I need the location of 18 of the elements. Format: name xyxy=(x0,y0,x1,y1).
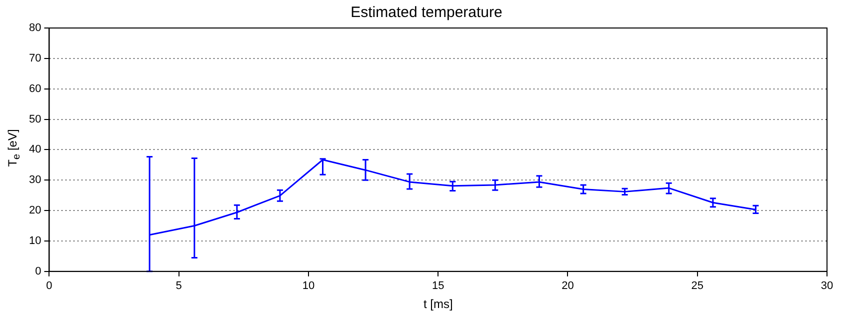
x-tick-label: 0 xyxy=(46,280,52,292)
x-tick-label: 20 xyxy=(562,280,574,292)
y-tick-label: 70 xyxy=(28,52,42,64)
x-tick-label: 10 xyxy=(302,280,315,292)
x-tick-label: 30 xyxy=(820,280,834,292)
x-axis-title: t [ms] xyxy=(423,297,453,312)
y-tick-label: 10 xyxy=(28,235,42,248)
y-tick-label: 30 xyxy=(28,174,42,186)
x-tick-label: 25 xyxy=(691,280,704,292)
y-tick-label: 40 xyxy=(28,144,42,156)
y-tick-label: 50 xyxy=(28,113,42,126)
chart-title: Estimated temperature xyxy=(350,4,502,22)
x-tick-label: 5 xyxy=(176,280,182,292)
y-tick-label: 80 xyxy=(28,22,42,34)
x-tick-label: 15 xyxy=(432,280,444,292)
y-tick-label: 20 xyxy=(28,204,42,217)
y-tick-label: 60 xyxy=(28,82,42,95)
y-tick-label: 0 xyxy=(35,265,42,278)
